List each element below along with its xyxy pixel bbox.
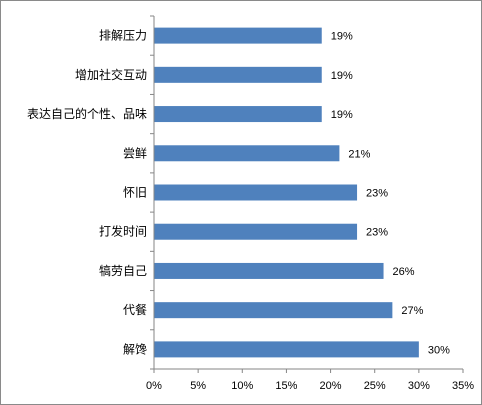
x-tick-label: 10% [231, 380, 253, 392]
data-label: 26% [393, 266, 415, 278]
bar [154, 145, 340, 162]
bar [154, 223, 358, 240]
axes-layer [150, 15, 464, 373]
bar [154, 106, 322, 123]
bar [154, 66, 322, 83]
category-label: 表达自己的个性、品味 [27, 106, 147, 121]
category-label: 尝鲜 [123, 145, 147, 160]
bar [154, 262, 384, 279]
data-label: 19% [331, 31, 353, 43]
x-tick-label: 20% [320, 380, 342, 392]
data-label: 21% [348, 148, 370, 160]
data-label: 19% [331, 70, 353, 82]
data-label: 27% [401, 305, 423, 317]
x-tick-label: 30% [408, 380, 430, 392]
bar [154, 27, 322, 44]
x-tick-label: 25% [364, 380, 386, 392]
bars-layer [154, 27, 419, 358]
category-label: 代餐 [123, 302, 147, 317]
data-label: 19% [331, 109, 353, 121]
category-label: 怀旧 [123, 186, 147, 200]
category-label: 解馋 [123, 342, 147, 356]
category-label: 增加社交互动 [75, 67, 147, 82]
bar [154, 184, 358, 201]
category-label: 打发时间 [99, 224, 147, 239]
data-label: 23% [366, 227, 388, 239]
x-tick-label: 5% [190, 380, 206, 392]
labels-layer: 0% 5% 10% 15% 20% 25% 30% 35% 排解压力 19% 增加社交互动 19% 表达… [27, 29, 474, 392]
data-label: 23% [366, 188, 388, 200]
x-tick-label: 35% [452, 380, 474, 392]
category-label: 犒劳自己 [99, 263, 147, 278]
data-label: 30% [428, 344, 450, 356]
bar [154, 341, 419, 358]
category-label: 排解压力 [99, 29, 147, 43]
bar [154, 302, 393, 319]
x-tick-label: 0% [146, 380, 162, 392]
x-tick-label: 15% [275, 380, 297, 392]
